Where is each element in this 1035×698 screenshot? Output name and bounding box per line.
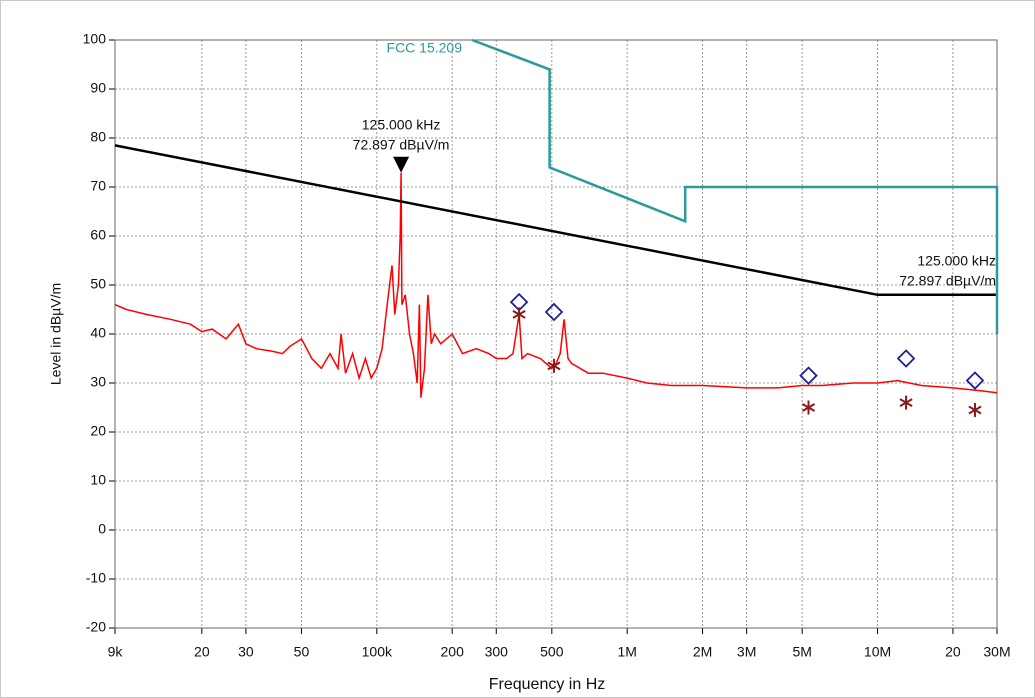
y-tick-label: 80 <box>90 129 106 145</box>
x-tick-label: 9k <box>108 644 124 660</box>
x-tick-label: 3M <box>737 644 756 660</box>
y-tick-label: 30 <box>90 374 106 390</box>
x-tick-label: 20 <box>194 644 210 660</box>
x-tick-label: 50 <box>294 644 310 660</box>
diamond-marker <box>896 349 916 368</box>
annotation: 72.897 dBµV/m <box>899 273 996 289</box>
y-tick-label: 100 <box>83 31 107 47</box>
diamond-marker <box>544 302 564 322</box>
annotation: 72.897 dBµV/m <box>353 137 450 153</box>
x-tick-label: 300 <box>485 644 509 660</box>
x-axis-label: Frequency in Hz <box>489 676 606 693</box>
x-tick-label: 1M <box>617 644 636 660</box>
annotation: 125.000 kHz <box>362 117 441 133</box>
asterisk-stroke <box>968 405 982 415</box>
asterisk-marker <box>899 395 913 410</box>
x-tick-label: 100k <box>362 644 393 660</box>
x-tick-label: 500 <box>540 644 564 660</box>
x-tick-label: 5M <box>792 644 811 660</box>
y-tick-label: -10 <box>86 570 106 586</box>
asterisk-marker <box>547 358 561 373</box>
asterisk-marker <box>801 400 816 415</box>
y-tick-label: -20 <box>86 619 106 635</box>
annotation: 125.000 kHz <box>917 253 996 269</box>
y-tick-label: 0 <box>98 521 106 537</box>
asterisk-marker <box>968 402 982 417</box>
y-tick-label: 50 <box>90 276 106 292</box>
peak-marker <box>393 156 410 173</box>
diamond-marker <box>965 371 985 390</box>
x-tick-label: 10M <box>864 644 891 660</box>
y-tick-label: 70 <box>90 178 106 194</box>
asterisk-stroke <box>899 398 913 407</box>
x-tick-label: 20 <box>945 644 961 660</box>
y-tick-label: 40 <box>90 325 106 341</box>
x-tick-label: 30 <box>238 644 254 660</box>
asterisk-stroke <box>801 403 816 412</box>
diamond-marker <box>799 366 818 385</box>
x-tick-label: 30M <box>983 644 1010 660</box>
y-tick-label: 60 <box>90 227 106 243</box>
asterisk-marker <box>512 307 526 322</box>
asterisk-stroke <box>547 361 561 371</box>
series-line <box>114 172 998 398</box>
x-tick-label: 200 <box>441 644 465 660</box>
y-axis-label: Level in dBµV/m <box>48 283 64 385</box>
x-tick-label: 2M <box>693 644 712 660</box>
y-tick-label: 90 <box>90 80 106 96</box>
asterisk-stroke <box>512 310 526 319</box>
y-tick-label: 10 <box>90 472 106 488</box>
series-line <box>471 38 999 334</box>
y-tick-label: 20 <box>90 423 106 439</box>
series-label: FCC 15.209 <box>387 40 463 56</box>
series-line <box>114 144 997 297</box>
